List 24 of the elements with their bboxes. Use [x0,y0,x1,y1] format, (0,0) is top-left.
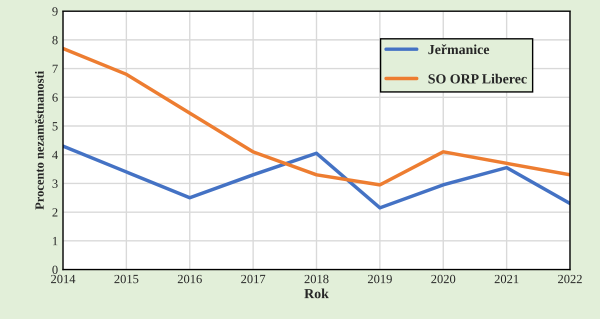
x-tick-label: 2019 [368,274,392,284]
legend-label: SO ORP Liberec [428,74,527,84]
y-tick-label: 7 [52,64,58,73]
y-tick-label: 3 [52,179,58,188]
x-tick-label: 2020 [431,274,456,284]
x-tick-label: 2016 [178,274,202,284]
line-series [63,144,570,210]
y-tick-label: 6 [52,93,58,102]
x-tick-label: 2018 [304,274,329,284]
x-tick-label: 2017 [241,274,266,284]
x-tick-label: 2015 [114,274,138,284]
y-tick-label: 1 [52,236,58,246]
y-tick-label: 2 [52,208,58,216]
x-axis-title: Rok [304,288,329,298]
y-tick-label: 4 [52,150,58,160]
y-tick-label: 5 [52,122,58,130]
legend-label: Jeřmanice [428,44,490,54]
y-tick-label: 0 [52,266,58,274]
y-tick-label: 9 [52,7,58,16]
x-tick-label: 2022 [558,274,582,284]
x-tick-label: 2014 [51,274,76,284]
x-tick-label: 2021 [494,274,518,284]
y-tick-label: 8 [52,36,58,44]
y-axis-title: Procento nezaměstnanosti [34,71,44,210]
